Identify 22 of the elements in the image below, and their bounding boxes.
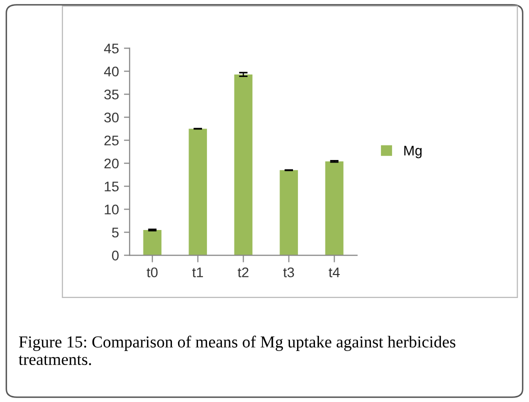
bar bbox=[188, 128, 207, 256]
y-tick-label: 25 bbox=[104, 136, 119, 146]
x-tick-label: t3 bbox=[283, 267, 294, 278]
y-tick-label: 10 bbox=[104, 204, 119, 214]
x-tick-label: t1 bbox=[192, 268, 203, 278]
y-tick-label: 20 bbox=[104, 158, 119, 168]
bar bbox=[280, 170, 298, 256]
y-tick-label: 40 bbox=[104, 66, 119, 76]
y-tick-label: 0 bbox=[112, 250, 119, 260]
x-tick-label: t4 bbox=[328, 268, 340, 278]
bar bbox=[234, 74, 252, 256]
x-tick-label: t2 bbox=[238, 267, 248, 278]
y-tick-label: 15 bbox=[104, 182, 119, 192]
legend-label: Mg bbox=[404, 146, 422, 158]
caption: Figure 15: Comparison of means of Mg uptake against herbicides treatments. bbox=[18, 336, 456, 366]
bar bbox=[143, 230, 162, 256]
y-tick-label: 5 bbox=[112, 228, 119, 238]
bar bbox=[325, 161, 344, 256]
y-tick-label: 45 bbox=[104, 44, 119, 54]
y-tick-label: 35 bbox=[104, 90, 119, 100]
y-tick-label: 30 bbox=[104, 112, 119, 122]
x-tick-label: t0 bbox=[146, 267, 158, 278]
